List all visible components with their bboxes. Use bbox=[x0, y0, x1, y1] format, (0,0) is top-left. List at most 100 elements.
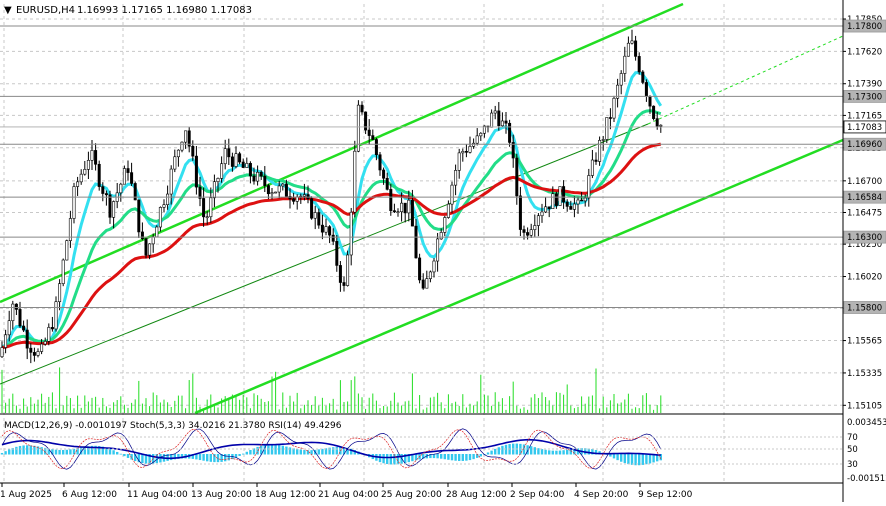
macd-histogram-bar bbox=[404, 454, 407, 464]
macd-histogram-bar bbox=[458, 454, 461, 461]
macd-histogram-bar bbox=[202, 454, 205, 461]
macd-histogram-bar bbox=[303, 450, 306, 455]
macd-histogram-bar bbox=[429, 454, 432, 459]
ohlc-values: 1.16993 1.17165 1.16980 1.17083 bbox=[77, 5, 252, 16]
candle-body bbox=[43, 341, 47, 345]
candle-body bbox=[551, 193, 555, 209]
candle-body bbox=[436, 238, 440, 262]
time-tick-label: 2 Sep 04:00 bbox=[510, 490, 565, 500]
candle-body bbox=[274, 191, 278, 194]
candle-body bbox=[158, 207, 162, 228]
macd-histogram-bar bbox=[537, 448, 540, 455]
macd-histogram-bar bbox=[332, 447, 335, 455]
macd-histogram-bar bbox=[573, 448, 576, 455]
candle-body bbox=[367, 129, 371, 136]
macd-histogram-bar bbox=[548, 450, 551, 455]
macd-histogram-bar bbox=[40, 447, 43, 455]
candle-body bbox=[173, 156, 177, 170]
macd-histogram-bar bbox=[206, 454, 209, 462]
candle-body bbox=[572, 203, 576, 210]
macd-histogram-bar bbox=[587, 448, 590, 455]
macd-histogram-bar bbox=[414, 454, 418, 461]
candle-body bbox=[493, 110, 497, 114]
candle-body bbox=[623, 55, 627, 74]
ema-fast-line bbox=[1, 70, 663, 349]
candle-body bbox=[356, 104, 360, 152]
candle-body bbox=[119, 183, 123, 194]
candle-body bbox=[191, 145, 195, 157]
candle-body bbox=[256, 171, 260, 182]
candle-body bbox=[522, 229, 526, 233]
macd-histogram-bar bbox=[479, 454, 482, 457]
candle-body bbox=[554, 193, 558, 206]
macd-histogram-bar bbox=[562, 450, 565, 455]
candle-body bbox=[565, 201, 569, 207]
macd-histogram-bar bbox=[47, 448, 50, 455]
macd-histogram-bar bbox=[144, 454, 148, 464]
time-tick-label: 13 Aug 20:00 bbox=[191, 490, 252, 500]
macd-histogram-bar bbox=[620, 454, 623, 462]
time-tick-label: 18 Aug 12:00 bbox=[255, 490, 316, 500]
candle-body bbox=[515, 157, 519, 197]
ema-slow-line bbox=[1, 142, 662, 349]
candle-body bbox=[245, 163, 249, 168]
candle-body bbox=[536, 215, 540, 226]
macd-histogram-bar bbox=[4, 451, 7, 455]
macd-histogram-bar bbox=[126, 454, 130, 458]
candle-body bbox=[335, 241, 339, 266]
macd-histogram-bar bbox=[504, 444, 508, 455]
indicator-title: MACD(12,26,9) -0.0010197 Stoch(5,3,3) 34… bbox=[4, 421, 342, 431]
price-axis[interactable]: 1.178501.176201.173901.171651.169351.167… bbox=[842, 0, 886, 502]
candle-body bbox=[97, 163, 101, 187]
macd-histogram-bar bbox=[0, 452, 4, 455]
macd-histogram-bar bbox=[526, 445, 529, 455]
macd-histogram-bar bbox=[62, 449, 65, 455]
candle-body bbox=[50, 327, 54, 330]
price-level-label: 1.16960 bbox=[847, 140, 882, 150]
candle-body bbox=[277, 185, 281, 193]
price-tick-label: 1.15335 bbox=[847, 369, 882, 379]
time-tick-label: 21 Aug 04:00 bbox=[318, 490, 379, 500]
price-label-box bbox=[843, 301, 886, 314]
macd-histogram-bar bbox=[80, 447, 83, 455]
macd-histogram-bar bbox=[220, 454, 223, 462]
candle-body bbox=[468, 146, 472, 153]
macd-histogram-bar bbox=[609, 454, 612, 457]
time-tick-label: 25 Aug 20:00 bbox=[381, 490, 442, 500]
macd-histogram-bar bbox=[350, 448, 353, 455]
macd-histogram-bar bbox=[454, 454, 457, 461]
macd-histogram-bar bbox=[627, 454, 630, 465]
macd-histogram-bar bbox=[105, 447, 108, 455]
macd-histogram-bar bbox=[51, 449, 54, 455]
candle-body bbox=[428, 271, 432, 279]
macd-histogram-bar bbox=[558, 450, 562, 455]
macd-histogram-bar bbox=[116, 451, 119, 455]
candle-body bbox=[266, 185, 270, 195]
candle-body bbox=[601, 139, 605, 141]
macd-histogram-bar bbox=[274, 444, 277, 455]
candle-body bbox=[126, 168, 130, 173]
candle-body bbox=[508, 122, 512, 143]
candle-body bbox=[414, 225, 418, 259]
symbol-label: EURUSD,H4 bbox=[16, 5, 75, 16]
candle-body bbox=[7, 320, 11, 336]
price-label-box bbox=[843, 190, 886, 204]
candle-body bbox=[86, 160, 90, 170]
macd-histogram-bar bbox=[177, 454, 180, 459]
candle-body bbox=[0, 347, 4, 358]
candle-body bbox=[569, 206, 573, 210]
trend-channel[interactable] bbox=[0, 2, 844, 415]
candle-body bbox=[382, 169, 386, 179]
price-level-label: 1.15800 bbox=[847, 303, 882, 313]
candle-body bbox=[389, 189, 393, 211]
macd-histogram-bar bbox=[108, 448, 112, 455]
indicator-window[interactable] bbox=[0, 428, 843, 470]
candle-body bbox=[212, 181, 216, 199]
macd-histogram-bar bbox=[166, 454, 169, 461]
candle-body bbox=[320, 224, 324, 233]
candle-body bbox=[443, 217, 447, 233]
candle-body bbox=[223, 148, 227, 165]
macd-histogram-bar bbox=[44, 447, 47, 455]
